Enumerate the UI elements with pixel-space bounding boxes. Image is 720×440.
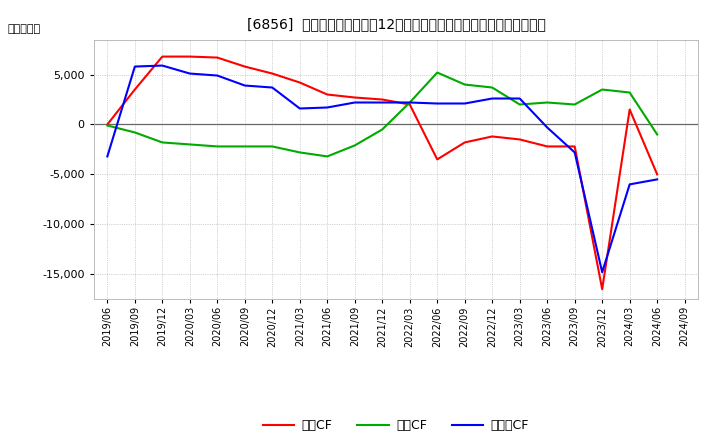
投資CF [433,70,441,75]
フリーCF [378,100,387,105]
フリーCF [405,100,414,105]
投資CF [103,123,112,128]
営業CF [433,157,441,162]
営業CF [598,286,606,292]
Y-axis label: （百万円）: （百万円） [7,24,40,34]
営業CF [570,144,579,149]
営業CF [653,172,662,177]
営業CF [186,54,194,59]
営業CF [240,64,249,69]
投資CF [626,90,634,95]
フリーCF [323,105,332,110]
フリーCF [598,270,606,275]
営業CF [130,87,139,92]
投資CF [460,82,469,87]
投資CF [598,87,606,92]
営業CF [405,102,414,107]
営業CF [488,134,497,139]
Line: 営業CF: 営業CF [107,57,657,289]
フリーCF [213,73,222,78]
投資CF [378,127,387,132]
投資CF [240,144,249,149]
投資CF [405,100,414,105]
営業CF [323,92,332,97]
フリーCF [351,100,359,105]
投資CF [130,130,139,135]
フリーCF [295,106,304,111]
投資CF [186,142,194,147]
Line: フリーCF: フリーCF [107,66,657,272]
営業CF [543,144,552,149]
フリーCF [626,182,634,187]
フリーCF [653,177,662,182]
営業CF [213,55,222,60]
フリーCF [240,83,249,88]
フリーCF [103,154,112,159]
営業CF [516,137,524,142]
投資CF [543,100,552,105]
営業CF [626,107,634,112]
投資CF [351,143,359,148]
投資CF [268,144,276,149]
フリーCF [488,96,497,101]
営業CF [158,54,166,59]
投資CF [158,140,166,145]
営業CF [351,95,359,100]
投資CF [488,85,497,90]
投資CF [570,102,579,107]
フリーCF [460,101,469,106]
フリーCF [543,125,552,130]
営業CF [295,80,304,85]
Line: 投資CF: 投資CF [107,73,657,156]
投資CF [323,154,332,159]
営業CF [103,122,112,127]
フリーCF [570,150,579,155]
フリーCF [268,85,276,90]
フリーCF [158,63,166,68]
投資CF [213,144,222,149]
営業CF [378,97,387,102]
Legend: 営業CF, 投資CF, フリーCF: 営業CF, 投資CF, フリーCF [258,414,534,437]
Title: [6856]  キャッシュフローの12か月移動合計の対前年同期増減額の推移: [6856] キャッシュフローの12か月移動合計の対前年同期増減額の推移 [246,18,546,32]
フリーCF [433,101,441,106]
フリーCF [516,96,524,101]
営業CF [460,140,469,145]
営業CF [268,71,276,76]
投資CF [653,132,662,137]
フリーCF [130,64,139,69]
投資CF [295,150,304,155]
投資CF [516,102,524,107]
フリーCF [186,71,194,76]
